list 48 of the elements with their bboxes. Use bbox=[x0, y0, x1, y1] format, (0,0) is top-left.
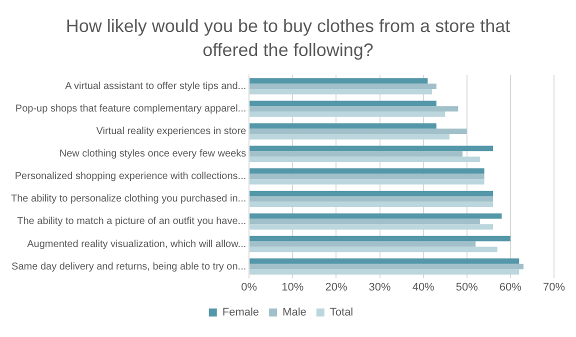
bar bbox=[250, 264, 524, 270]
x-tick-label: 50% bbox=[456, 281, 478, 294]
x-tick-label: 70% bbox=[542, 281, 566, 294]
x-tick-label: 40% bbox=[412, 281, 435, 294]
x-tick-label: 60% bbox=[499, 281, 522, 294]
bar bbox=[250, 190, 494, 196]
legend-label: Male bbox=[282, 306, 306, 319]
bar bbox=[250, 151, 463, 157]
bar bbox=[250, 174, 484, 180]
bar bbox=[250, 78, 428, 84]
x-tick-label: 0% bbox=[241, 281, 258, 294]
y-tick-label: Virtual reality experiences in store bbox=[96, 126, 247, 138]
y-tick-label: A virtual assistant to offer style tips and... bbox=[65, 81, 246, 92]
bar bbox=[250, 258, 520, 264]
y-tick-label: Augmented reality visualization, which will allow... bbox=[27, 238, 246, 250]
bar bbox=[250, 168, 484, 174]
bar bbox=[250, 123, 436, 129]
bar bbox=[250, 241, 476, 247]
y-tick-label: Same day delivery and returns, being able to try on... bbox=[12, 261, 246, 272]
bar bbox=[250, 156, 480, 162]
bar bbox=[250, 196, 494, 202]
bar bbox=[250, 146, 494, 152]
bar bbox=[250, 106, 458, 112]
legend-label: Total bbox=[330, 306, 354, 319]
bar bbox=[250, 100, 436, 106]
y-tick-label: The ability to personalize clothing you purchased in... bbox=[10, 194, 246, 205]
bar bbox=[250, 84, 436, 89]
y-tick-label: New clothing styles once every few weeks bbox=[59, 148, 246, 160]
bar bbox=[250, 218, 480, 224]
y-tick-label: The ability to match a picture of an outfit you have... bbox=[17, 216, 246, 228]
y-tick-label: Personalized shopping experience with collections... bbox=[14, 171, 246, 182]
bar bbox=[250, 179, 484, 185]
legend-label: Female bbox=[222, 306, 260, 319]
bar bbox=[250, 202, 494, 208]
x-tick-label: 10% bbox=[282, 281, 304, 294]
bar bbox=[250, 134, 450, 140]
bar bbox=[250, 269, 520, 275]
bar bbox=[250, 224, 494, 230]
x-tick-label: 20% bbox=[325, 281, 348, 294]
bar bbox=[250, 213, 502, 219]
bar bbox=[250, 88, 432, 94]
chart-title: How likely would you be to buy clothes from a store that offered the following? bbox=[64, 15, 512, 62]
bar bbox=[250, 112, 446, 117]
bar bbox=[250, 246, 498, 252]
bar bbox=[250, 236, 510, 242]
bar bbox=[250, 128, 467, 134]
y-tick-label: Pop-up shops that feature complementary apparel... bbox=[15, 104, 246, 115]
x-tick-label: 30% bbox=[368, 281, 392, 294]
